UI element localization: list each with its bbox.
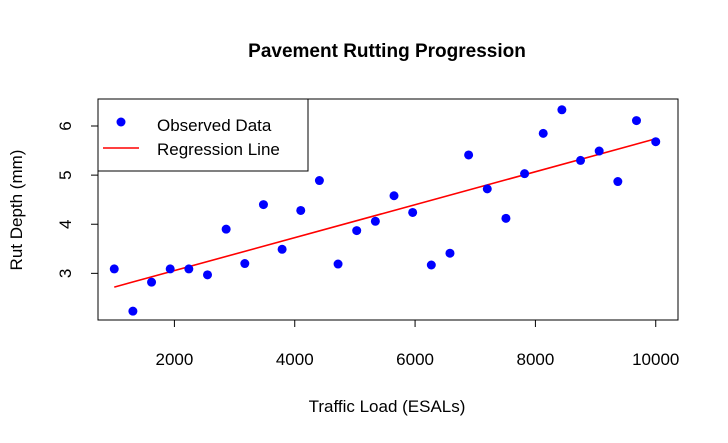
y-tick-label: 6	[56, 121, 75, 130]
regression-line-layer	[114, 138, 656, 288]
data-point	[147, 277, 157, 287]
legend-label-observed: Observed Data	[157, 116, 272, 135]
legend-label-regression: Regression Line	[157, 140, 280, 159]
data-point	[631, 116, 641, 126]
data-point	[651, 137, 661, 147]
data-point	[576, 155, 586, 165]
data-point	[370, 216, 380, 226]
data-point	[482, 184, 492, 194]
data-point	[426, 260, 436, 270]
data-point	[333, 259, 343, 269]
data-point	[464, 150, 474, 160]
data-point	[314, 176, 324, 186]
data-point	[352, 226, 362, 236]
data-point	[184, 264, 194, 274]
data-point	[277, 244, 287, 254]
data-point	[258, 200, 268, 210]
data-point	[240, 259, 250, 269]
data-point	[165, 264, 175, 274]
x-tick-label: 4000	[276, 350, 314, 369]
data-point	[538, 128, 548, 138]
x-tick-label: 2000	[155, 350, 193, 369]
regression-line	[114, 138, 656, 288]
data-point	[389, 191, 399, 201]
x-tick-label: 6000	[396, 350, 434, 369]
data-point	[445, 248, 455, 258]
data-point	[594, 146, 604, 156]
x-tick-label: 10000	[632, 350, 679, 369]
data-point	[501, 213, 511, 223]
legend-box	[97, 98, 309, 172]
y-axis: 3 4 5 6	[56, 121, 99, 278]
x-tick-label: 8000	[516, 350, 554, 369]
data-point	[557, 105, 567, 115]
data-point	[221, 224, 231, 234]
legend: Observed Data Regression Line	[97, 98, 309, 172]
data-point	[408, 207, 418, 217]
data-point	[109, 264, 119, 274]
chart-title: Pavement Rutting Progression	[248, 41, 526, 62]
observed-data-points	[109, 105, 661, 316]
x-axis-label: Traffic Load (ESALs)	[309, 397, 466, 416]
data-point	[296, 205, 306, 215]
y-axis-label: Rut Depth (mm)	[7, 150, 26, 271]
data-point	[128, 306, 138, 316]
data-point	[520, 169, 530, 179]
y-tick-label: 5	[56, 170, 75, 179]
y-tick-label: 3	[56, 269, 75, 278]
x-axis: 2000 4000 6000 8000 10000	[155, 319, 679, 369]
data-point	[203, 270, 213, 280]
y-tick-label: 4	[56, 219, 75, 228]
legend-point-marker	[116, 117, 126, 127]
data-point	[613, 177, 623, 187]
